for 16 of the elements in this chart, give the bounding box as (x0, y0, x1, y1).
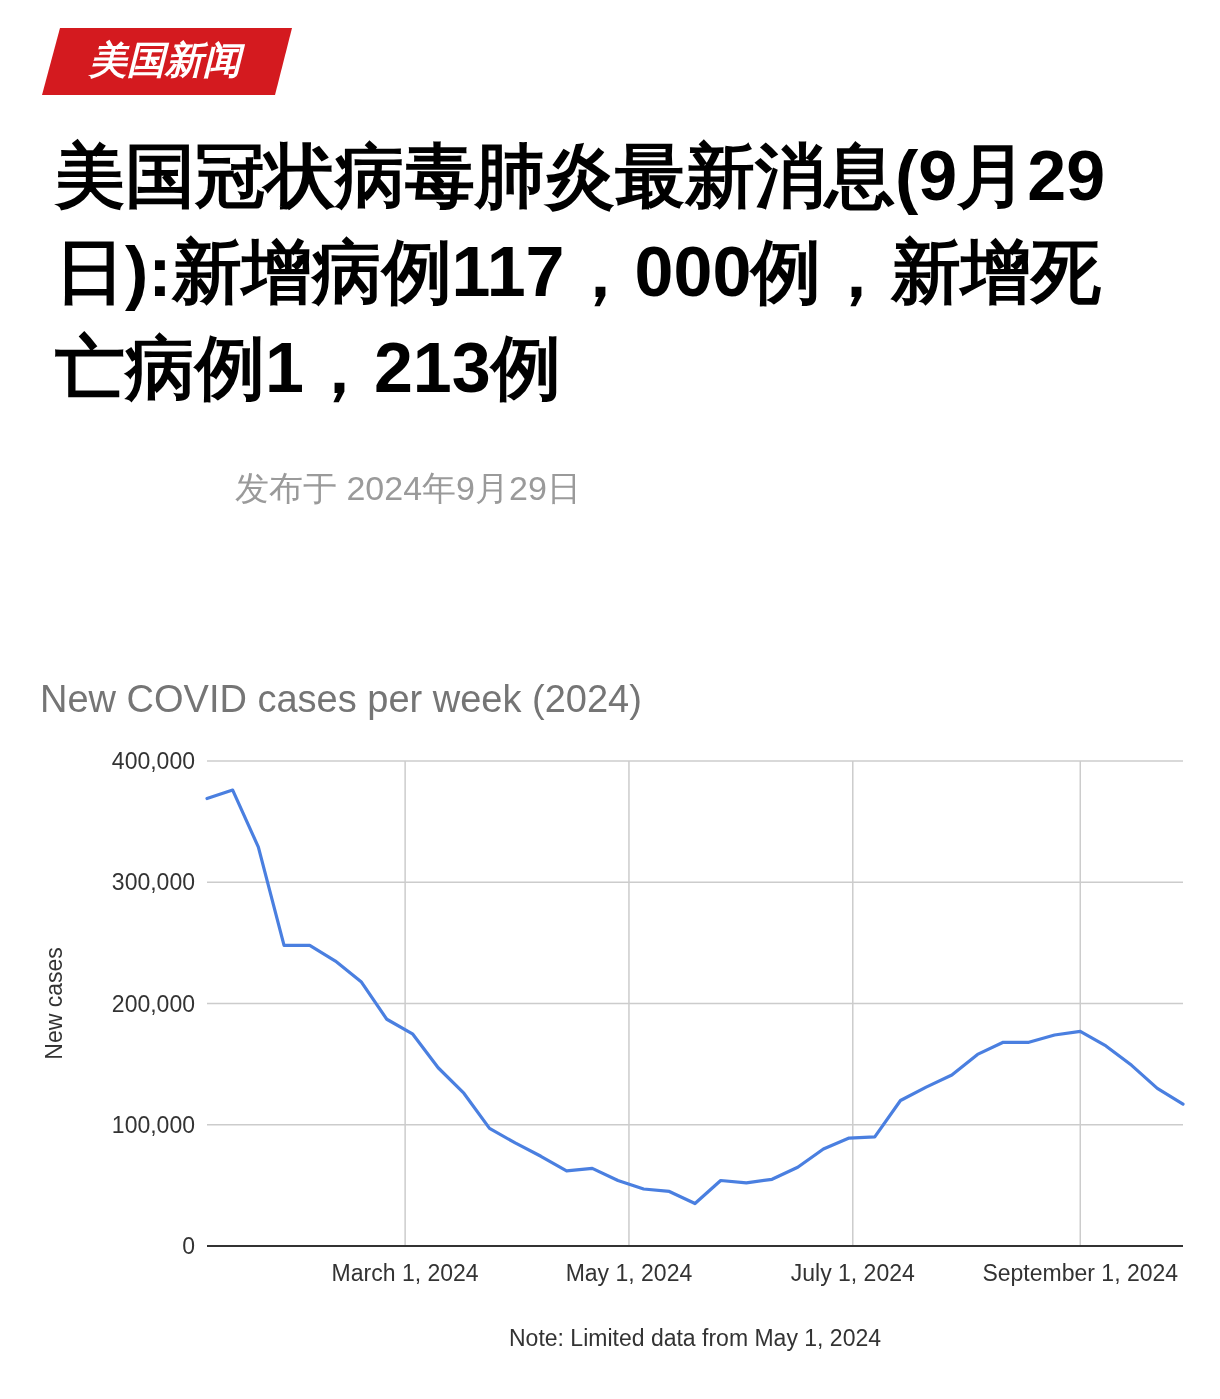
x-tick-label: March 1, 2024 (331, 1260, 479, 1286)
y-axis-title: New cases (41, 947, 67, 1060)
chart-title: 美国冠状病毒肺炎最新消息(9月29日):新增病例117，000例，新增死亡病例1，213例 (55, 136, 1107, 409)
text: Note: Limited data from May 1, 2024 (508, 1325, 882, 1351)
line-series (205, 788, 1185, 1206)
x-tick-label: September 1, 2024 (982, 1260, 1179, 1286)
y-tick-label: 100,000 (111, 1111, 195, 1138)
y-tick-label: 0 (182, 1233, 195, 1259)
chart-subtitle: New COVID cases per week (2024) (40, 678, 642, 720)
x-tick-label: July 1, 2024 (790, 1260, 915, 1286)
x-tick-label: May 1, 2024 (565, 1260, 693, 1286)
y-tick-label: 400,000 (111, 748, 195, 774)
y-tick-label: 300,000 (111, 869, 195, 896)
y-tick-label: 200,000 (111, 990, 195, 1017)
text: 美国新闻 (87, 39, 246, 81)
text: 发布于 2024年9月29日 (235, 469, 581, 507)
